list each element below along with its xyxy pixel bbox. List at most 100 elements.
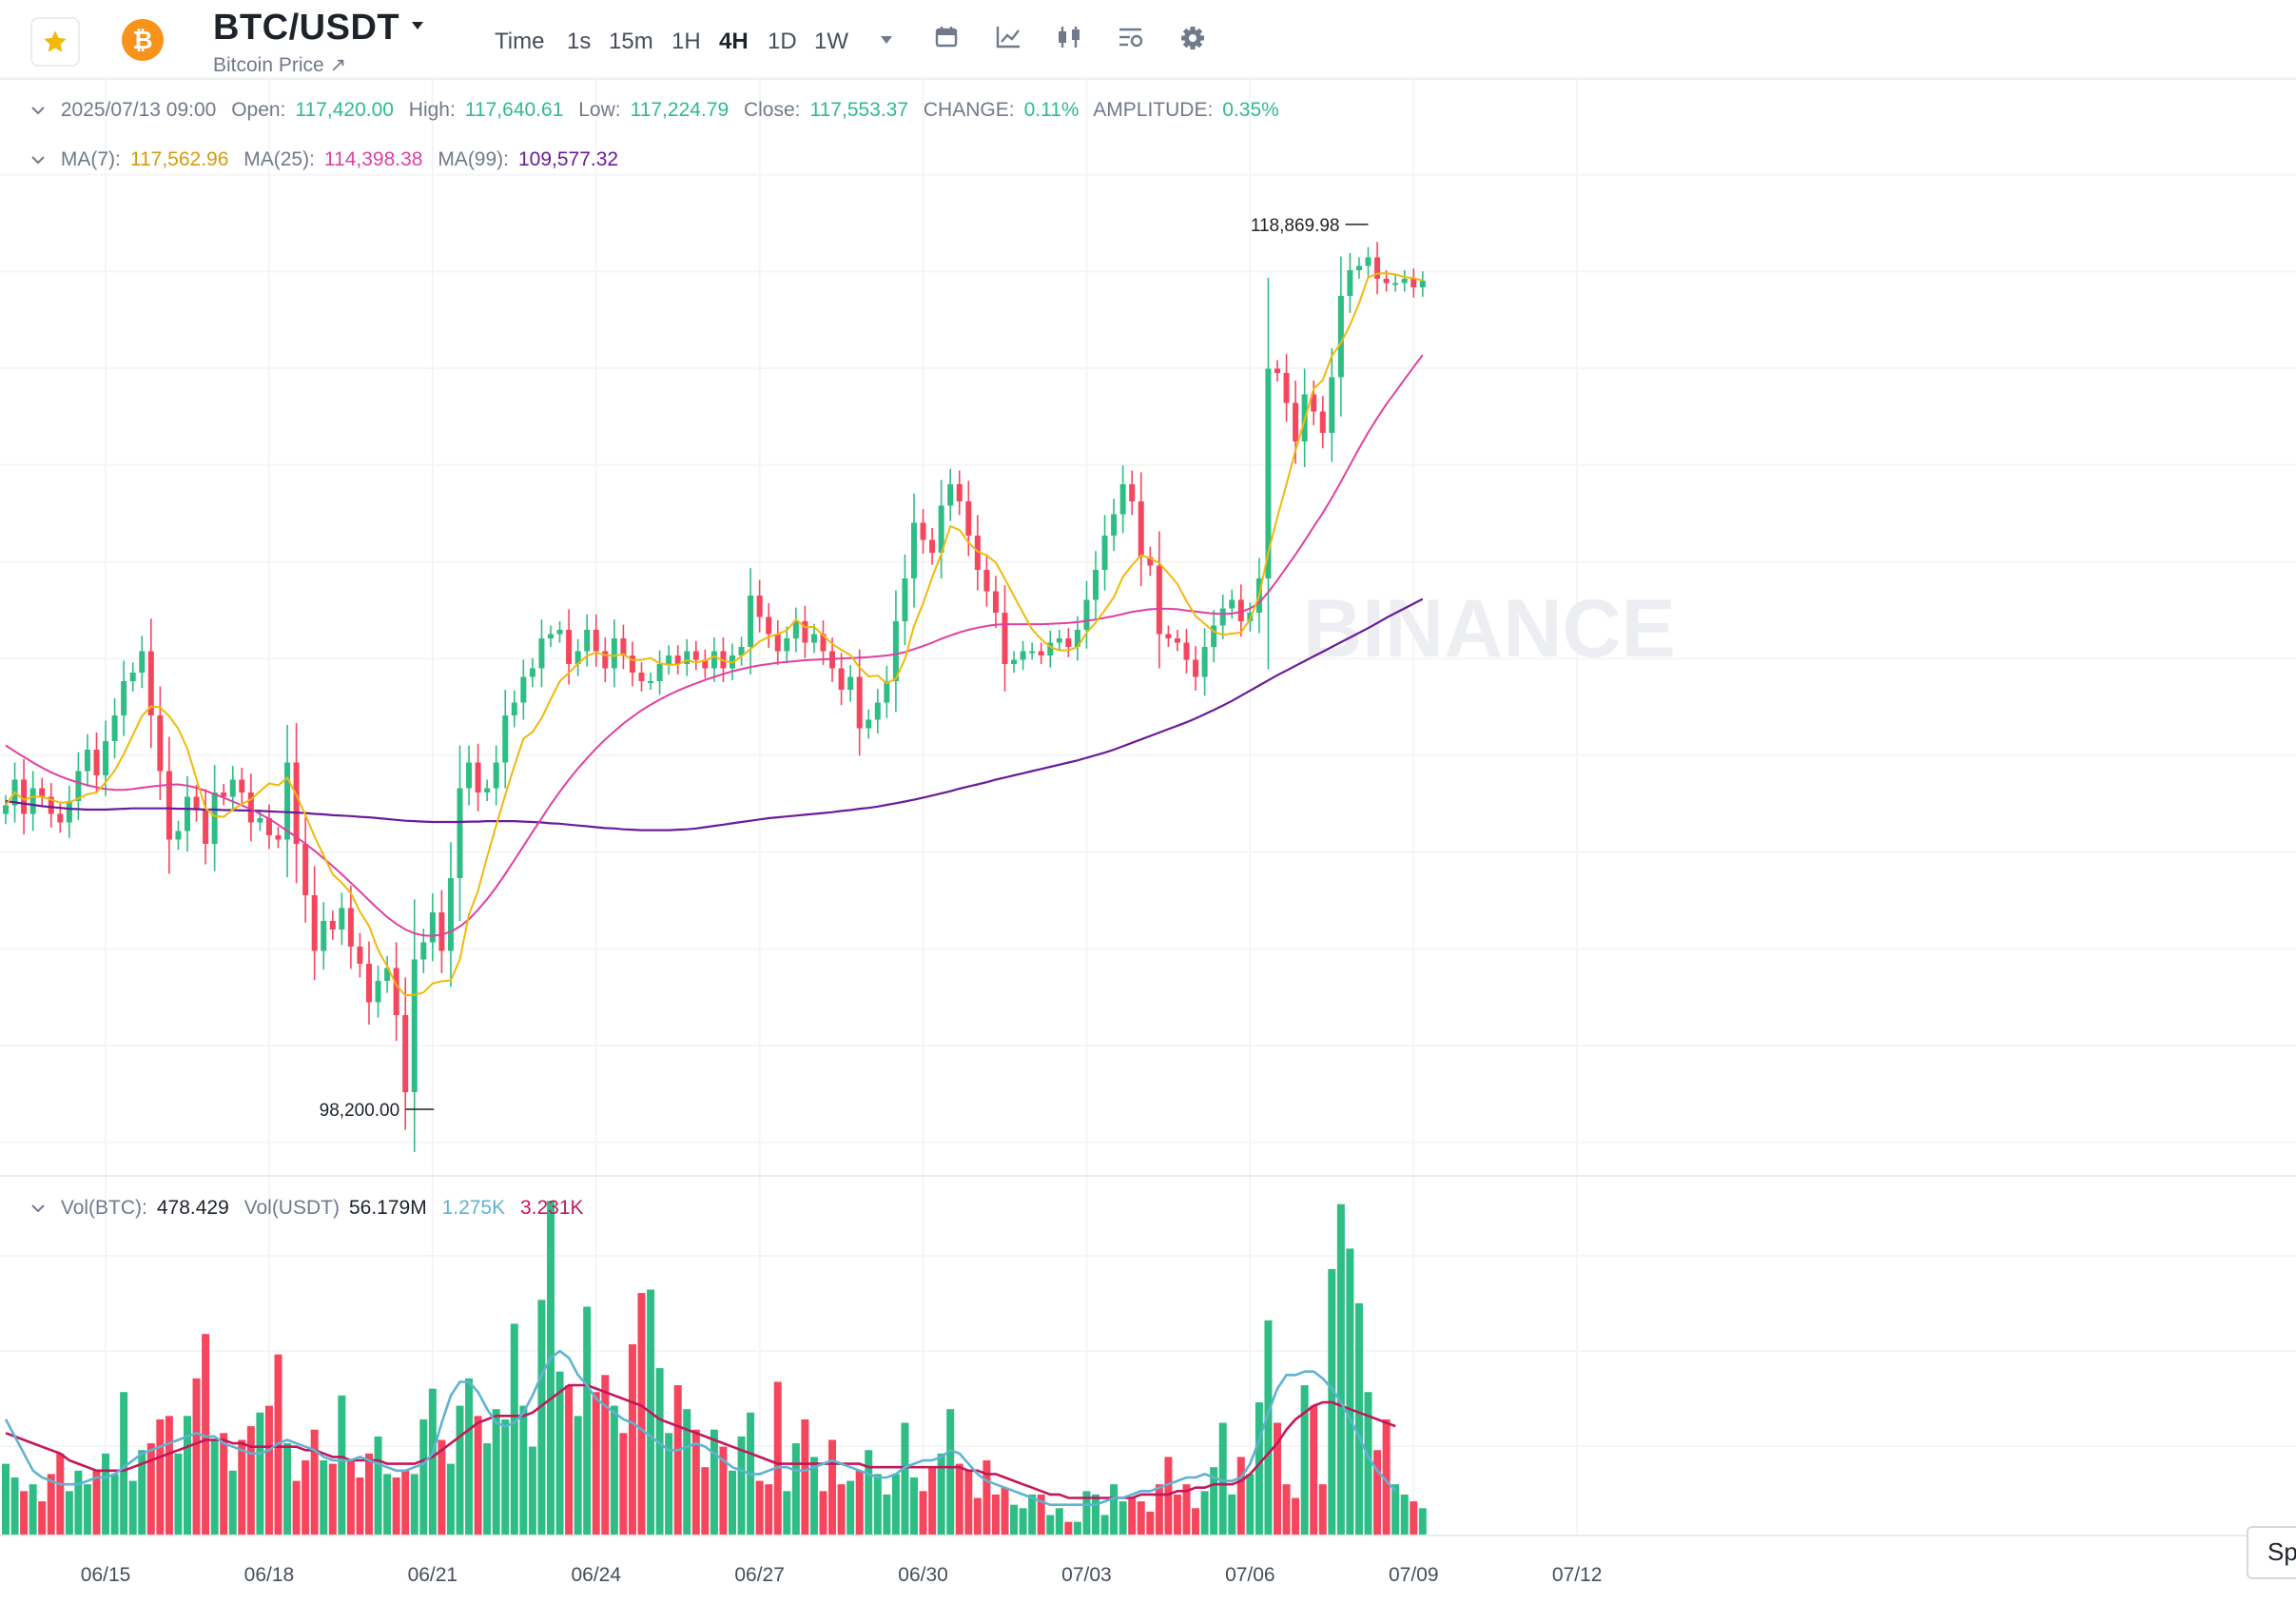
low-value: 117,224.79 [630,99,730,121]
volume-bar [501,1418,510,1536]
candle-body [965,501,972,536]
collapse-chevron-icon[interactable] [30,1203,46,1213]
timeframe-time[interactable]: Time [495,29,545,54]
collapse-chevron-icon[interactable] [30,155,46,165]
candle-body [1002,613,1008,664]
candle-body [602,651,609,669]
bitcoin-price-link[interactable]: Bitcoin Price ↗ [213,54,347,76]
x-tick-label: 06/15 [81,1564,131,1586]
spot-button[interactable]: Sp [2247,1526,2296,1579]
volume-bar [765,1484,773,1536]
volume-bar [1146,1511,1155,1536]
volume-bar [1119,1501,1127,1536]
vol-usdt-label: Vol(USDT) [243,1197,340,1219]
candle-body [1147,557,1154,566]
candle-body [402,1015,409,1092]
candle-body [1074,630,1080,647]
vol-usdt-value: 56.179M [348,1197,427,1219]
candle-body [1419,281,1426,287]
candle-body [538,638,545,669]
volume-bar [120,1392,128,1536]
candle-body [493,762,499,789]
volume-bar [1210,1467,1218,1536]
close-value: 117,553.37 [809,99,909,121]
timeframe-1h[interactable]: 1H [671,29,701,54]
candle-body [203,810,209,844]
open-value: 117,420.00 [295,99,394,121]
volume-bar [865,1450,873,1536]
volume-bar [1164,1457,1173,1536]
candle-body [239,779,245,792]
volume-bar [891,1474,900,1536]
indicator-icon[interactable] [995,25,1022,49]
pair-dropdown-icon[interactable] [411,21,424,30]
candle-body [566,630,573,664]
ma7-label: MA(7): [60,148,121,170]
vol-ma10-value: 3.231K [519,1197,584,1219]
high-value: 117,640.61 [464,99,564,121]
candle-body [593,630,599,652]
timeframe-1w[interactable]: 1W [814,29,848,54]
x-tick-label: 07/03 [1061,1564,1112,1586]
amplitude-label: AMPLITUDE: [1093,99,1214,121]
volume-bar [338,1395,346,1536]
gear-icon[interactable] [1179,25,1206,51]
volume-bar [220,1433,228,1536]
timeframe-4h[interactable]: 4H [719,29,749,54]
volume-ma10-line [5,1383,1396,1499]
pair-title[interactable]: BTC/USDT [213,8,400,48]
volume-bar [547,1201,555,1536]
candle-body [1056,638,1062,643]
candle-body [892,621,899,681]
timeframe-more-icon[interactable] [879,34,894,46]
volume-bar [1292,1497,1300,1536]
timeframe-1s[interactable]: 1s [567,29,592,54]
ma-legend: MA(7): 117,562.96 MA(25): 114,398.38 MA(99… [30,148,628,171]
volume-bar [919,1491,927,1536]
change-value: 0.11% [1023,99,1080,121]
candle-body [520,676,527,703]
collapse-chevron-icon[interactable] [30,106,46,115]
volume-bar [1128,1497,1137,1536]
calendar-icon[interactable] [934,25,959,49]
candle-body [347,908,354,947]
candle-body [866,719,872,729]
candle-body [784,638,790,652]
volume-bar [74,1470,83,1536]
volume-bar [964,1470,973,1536]
candle-body [938,505,944,553]
volume-legend: Vol(BTC): 478.429 Vol(USDT) 56.179M 1.275K… [30,1197,593,1220]
volume-bar [419,1418,428,1536]
candle-body [175,831,182,840]
x-tick-label: 06/30 [898,1564,948,1586]
candle-body [1111,514,1118,536]
volume-bar [456,1405,464,1536]
candle-body [3,805,9,814]
timeframe-15m[interactable]: 15m [609,29,653,54]
candle-body [556,630,563,635]
volume-bars [2,1201,1427,1536]
volume-bar [1155,1484,1163,1536]
volume-bar [773,1381,782,1536]
candle-body [748,596,754,647]
candle-body [247,792,254,823]
timeframe-1d[interactable]: 1D [768,29,797,54]
volume-bar [791,1443,800,1536]
candlestick-type-icon[interactable] [1056,25,1084,49]
candle-body [265,818,272,835]
chart-settings-list-icon[interactable] [1117,25,1145,49]
volume-bar [1218,1422,1227,1536]
favorite-star-button[interactable] [30,17,80,67]
candle-body [1065,638,1072,647]
volume-bar [128,1480,137,1536]
volume-bar [2,1463,10,1536]
volume-bar [1010,1504,1019,1536]
volume-bar [365,1453,373,1536]
candle-body [284,762,291,840]
volume-bar [1346,1248,1354,1536]
candle-body [847,676,854,690]
volume-bar [438,1439,446,1536]
candle-body [357,947,363,964]
volume-bar [156,1418,165,1536]
